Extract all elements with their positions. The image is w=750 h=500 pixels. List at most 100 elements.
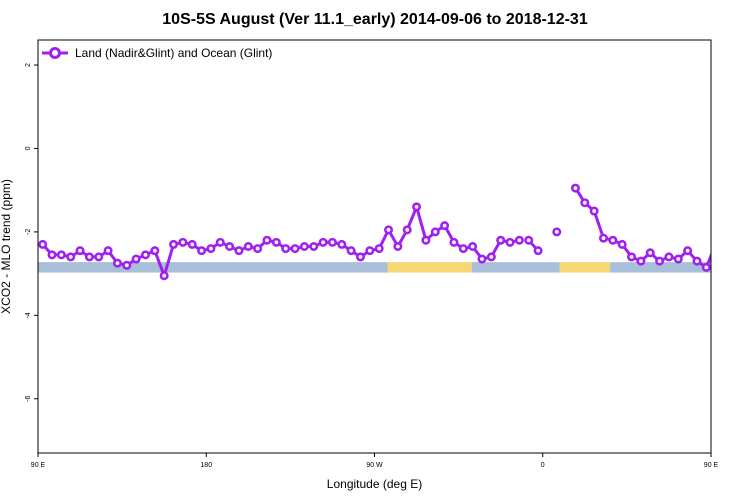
data-point (533, 246, 543, 256)
data-point (299, 242, 309, 252)
data-point (225, 242, 235, 252)
data-point (327, 237, 337, 247)
data-point (412, 202, 422, 212)
data-point (655, 256, 665, 266)
legend: Land (Nadir&Glint) and Ocean (Glint) (42, 46, 272, 60)
y-tick-label: -4 (25, 312, 32, 318)
x-tick-label: 90 W (366, 462, 383, 469)
data-point (131, 254, 141, 264)
plot-area (38, 40, 711, 453)
data-point (712, 241, 718, 247)
data-point (496, 235, 506, 245)
data-point (570, 183, 580, 193)
data-point (169, 239, 179, 249)
series-line (574, 187, 711, 269)
y-tick-label: -2 (25, 229, 32, 235)
data-point (262, 235, 272, 245)
data-point (524, 235, 534, 245)
data-point (722, 254, 728, 260)
data-point (215, 237, 225, 247)
data-point (281, 244, 291, 254)
data-point (122, 260, 132, 270)
legend-marker-swatch (49, 47, 61, 59)
data-point (580, 198, 590, 208)
data-point (599, 233, 609, 243)
data-point (66, 252, 76, 262)
x-tick-label: 0 (541, 462, 545, 469)
x-axis-label: Longitude (deg E) (327, 477, 422, 491)
data-point (290, 244, 300, 254)
data-point (645, 248, 655, 258)
data-point (458, 244, 468, 254)
data-point (617, 239, 627, 249)
data-point (346, 246, 356, 256)
x-axis-ticks: 90 E 180 90 W 0 90 E (31, 453, 719, 469)
data-point (440, 221, 450, 231)
y-axis-label: XCO2 - MLO trend (ppm) (0, 179, 13, 314)
data-point (75, 246, 85, 256)
data-point (402, 225, 412, 235)
data-point (318, 237, 328, 247)
data-point (234, 246, 244, 256)
y-tick-label: 0 (25, 146, 32, 150)
data-point (468, 242, 478, 252)
band-segment-ocean (610, 262, 711, 273)
data-point (552, 227, 562, 237)
data-point (56, 250, 66, 260)
band-segment-ocean (38, 262, 388, 273)
data-point (38, 239, 48, 249)
data-point (355, 252, 365, 262)
legend-label: Land (Nadir&Glint) and Ocean (Glint) (75, 46, 272, 60)
data-point (374, 244, 384, 254)
data-point (103, 246, 113, 256)
data-point (159, 271, 169, 281)
series-line (41, 205, 520, 278)
y-tick-label: -6 (25, 396, 32, 402)
data-point (589, 206, 599, 216)
data-point (421, 235, 431, 245)
data-point (449, 237, 459, 247)
data-point (243, 242, 253, 252)
series-group (38, 183, 747, 281)
data-point (393, 242, 403, 252)
data-point (731, 254, 737, 260)
data-point (47, 250, 57, 260)
chart-title: 10S-5S August (Ver 11.1_early) 2014-09-0… (162, 11, 588, 28)
data-point (683, 246, 693, 256)
data-point (627, 252, 637, 262)
x-tick-label: 180 (200, 462, 212, 469)
data-point (505, 237, 515, 247)
data-point (365, 246, 375, 256)
x-tick-label: 90 E (31, 462, 46, 469)
data-point (673, 254, 683, 264)
x-tick-label: 90 E (704, 462, 719, 469)
y-axis-ticks: 2 0 -2 -4 -6 (25, 63, 38, 402)
data-point (150, 246, 160, 256)
data-point (741, 256, 747, 262)
data-point (178, 237, 188, 247)
data-point (701, 262, 711, 272)
data-point (337, 239, 347, 249)
data-point (486, 252, 496, 262)
data-point (384, 225, 394, 235)
data-point (692, 256, 702, 266)
data-point (140, 250, 150, 260)
data-point (514, 235, 524, 245)
data-point (84, 252, 94, 262)
data-point (430, 227, 440, 237)
data-point (636, 256, 646, 266)
data-point (608, 235, 618, 245)
data-point (187, 239, 197, 249)
data-point (664, 252, 674, 262)
data-point (197, 246, 207, 256)
plot-background (38, 40, 711, 453)
data-point (309, 242, 319, 252)
data-point (477, 254, 487, 264)
band-segment-land (559, 262, 611, 273)
data-point (94, 252, 104, 262)
data-point (112, 258, 122, 268)
data-point (253, 244, 263, 254)
land-ocean-band (38, 262, 711, 273)
data-point (271, 237, 281, 247)
